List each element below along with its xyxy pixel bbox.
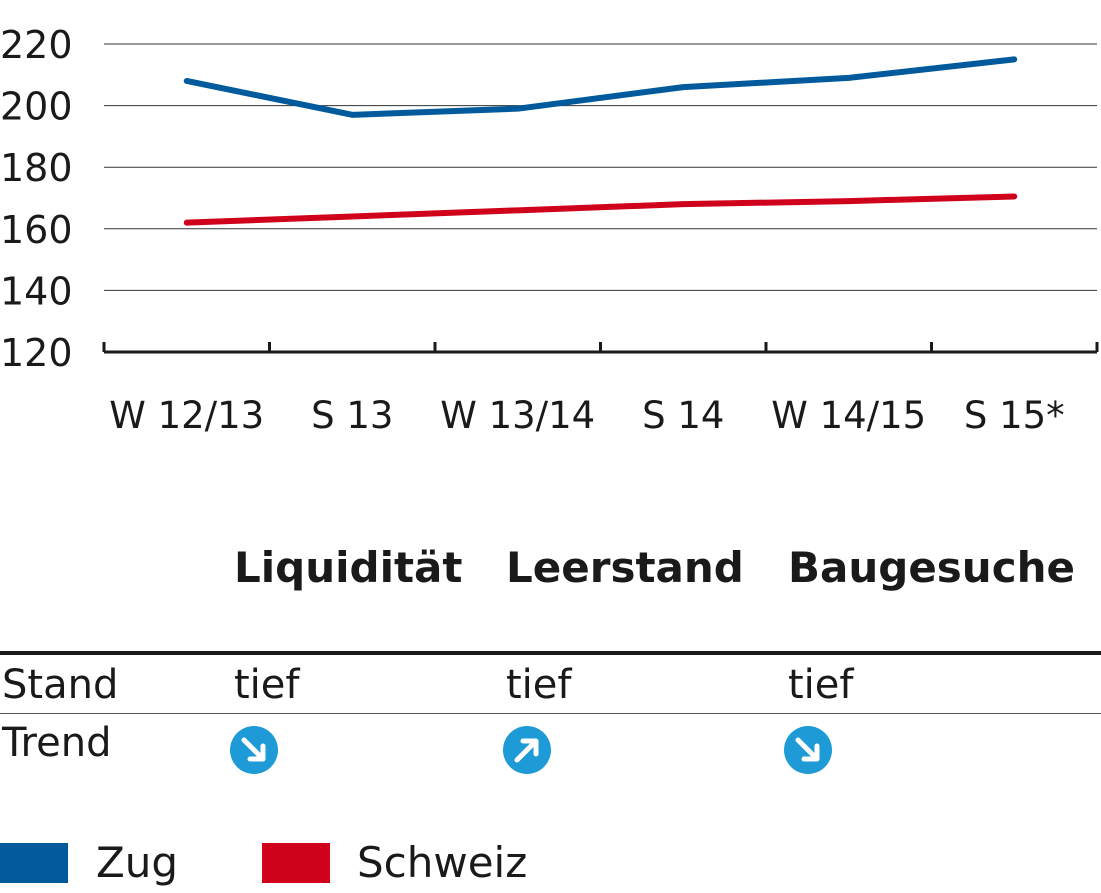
series-line-schweiz (183, 193, 1018, 226)
cell-stand-leerstand: tief (506, 662, 572, 708)
table-header-rule (0, 651, 1101, 655)
y-tick-label: 120 (0, 331, 73, 375)
x-axis (102, 342, 1099, 354)
y-tick-label: 160 (0, 208, 73, 252)
column-header-liquiditaet: Liquidität (234, 543, 463, 592)
x-tick-label: W 14/15 (771, 394, 926, 437)
legend-swatch-zug (0, 843, 68, 883)
legend-swatch-schweiz (262, 843, 330, 883)
cell-stand-baugesuche: tief (788, 662, 854, 708)
grid-lines (104, 43, 1097, 291)
y-tick-label: 140 (0, 269, 73, 313)
line-chart: 120 140 160 180 200 220 W 12/13 S 13 W 13/14 S 1… (0, 23, 1099, 437)
table-row-rule (0, 713, 1101, 714)
x-tick-label: W 12/13 (109, 394, 264, 437)
column-header-leerstand: Leerstand (506, 543, 744, 592)
column-header-baugesuche: Baugesuche (788, 543, 1075, 592)
x-tick-label: S 14 (642, 394, 724, 437)
x-tick-label: S 15* (964, 394, 1065, 437)
cell-stand-liquiditaet: tief (234, 662, 300, 708)
series-line-zug (183, 56, 1018, 118)
row-label-stand: Stand (2, 662, 119, 708)
legend-label-schweiz: Schweiz (357, 838, 528, 887)
arrow-up-right-icon (503, 726, 551, 774)
x-tick-label: W 13/14 (440, 394, 595, 437)
y-tick-label: 200 (0, 85, 73, 129)
y-tick-labels: 120 140 160 180 200 220 (0, 23, 73, 375)
y-tick-label: 180 (0, 146, 73, 190)
x-tick-label: S 13 (311, 394, 393, 437)
x-tick-labels: W 12/13 S 13 W 13/14 S 14 W 14/15 S 15* (109, 394, 1064, 437)
row-label-trend: Trend (2, 720, 112, 766)
arrow-down-right-icon (230, 726, 278, 774)
y-tick-label: 220 (0, 23, 73, 67)
series-lines (183, 56, 1018, 226)
arrow-down-right-icon (784, 726, 832, 774)
legend-label-zug: Zug (96, 838, 179, 887)
